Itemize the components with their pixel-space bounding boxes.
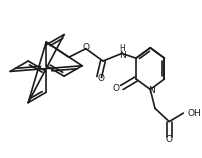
Text: N: N bbox=[119, 51, 126, 60]
Text: O: O bbox=[98, 74, 105, 82]
Text: OH: OH bbox=[187, 109, 201, 118]
Text: N: N bbox=[148, 86, 155, 95]
Text: H: H bbox=[119, 44, 125, 53]
Text: O: O bbox=[113, 84, 120, 93]
Text: O: O bbox=[166, 135, 173, 144]
Text: O: O bbox=[82, 43, 89, 52]
